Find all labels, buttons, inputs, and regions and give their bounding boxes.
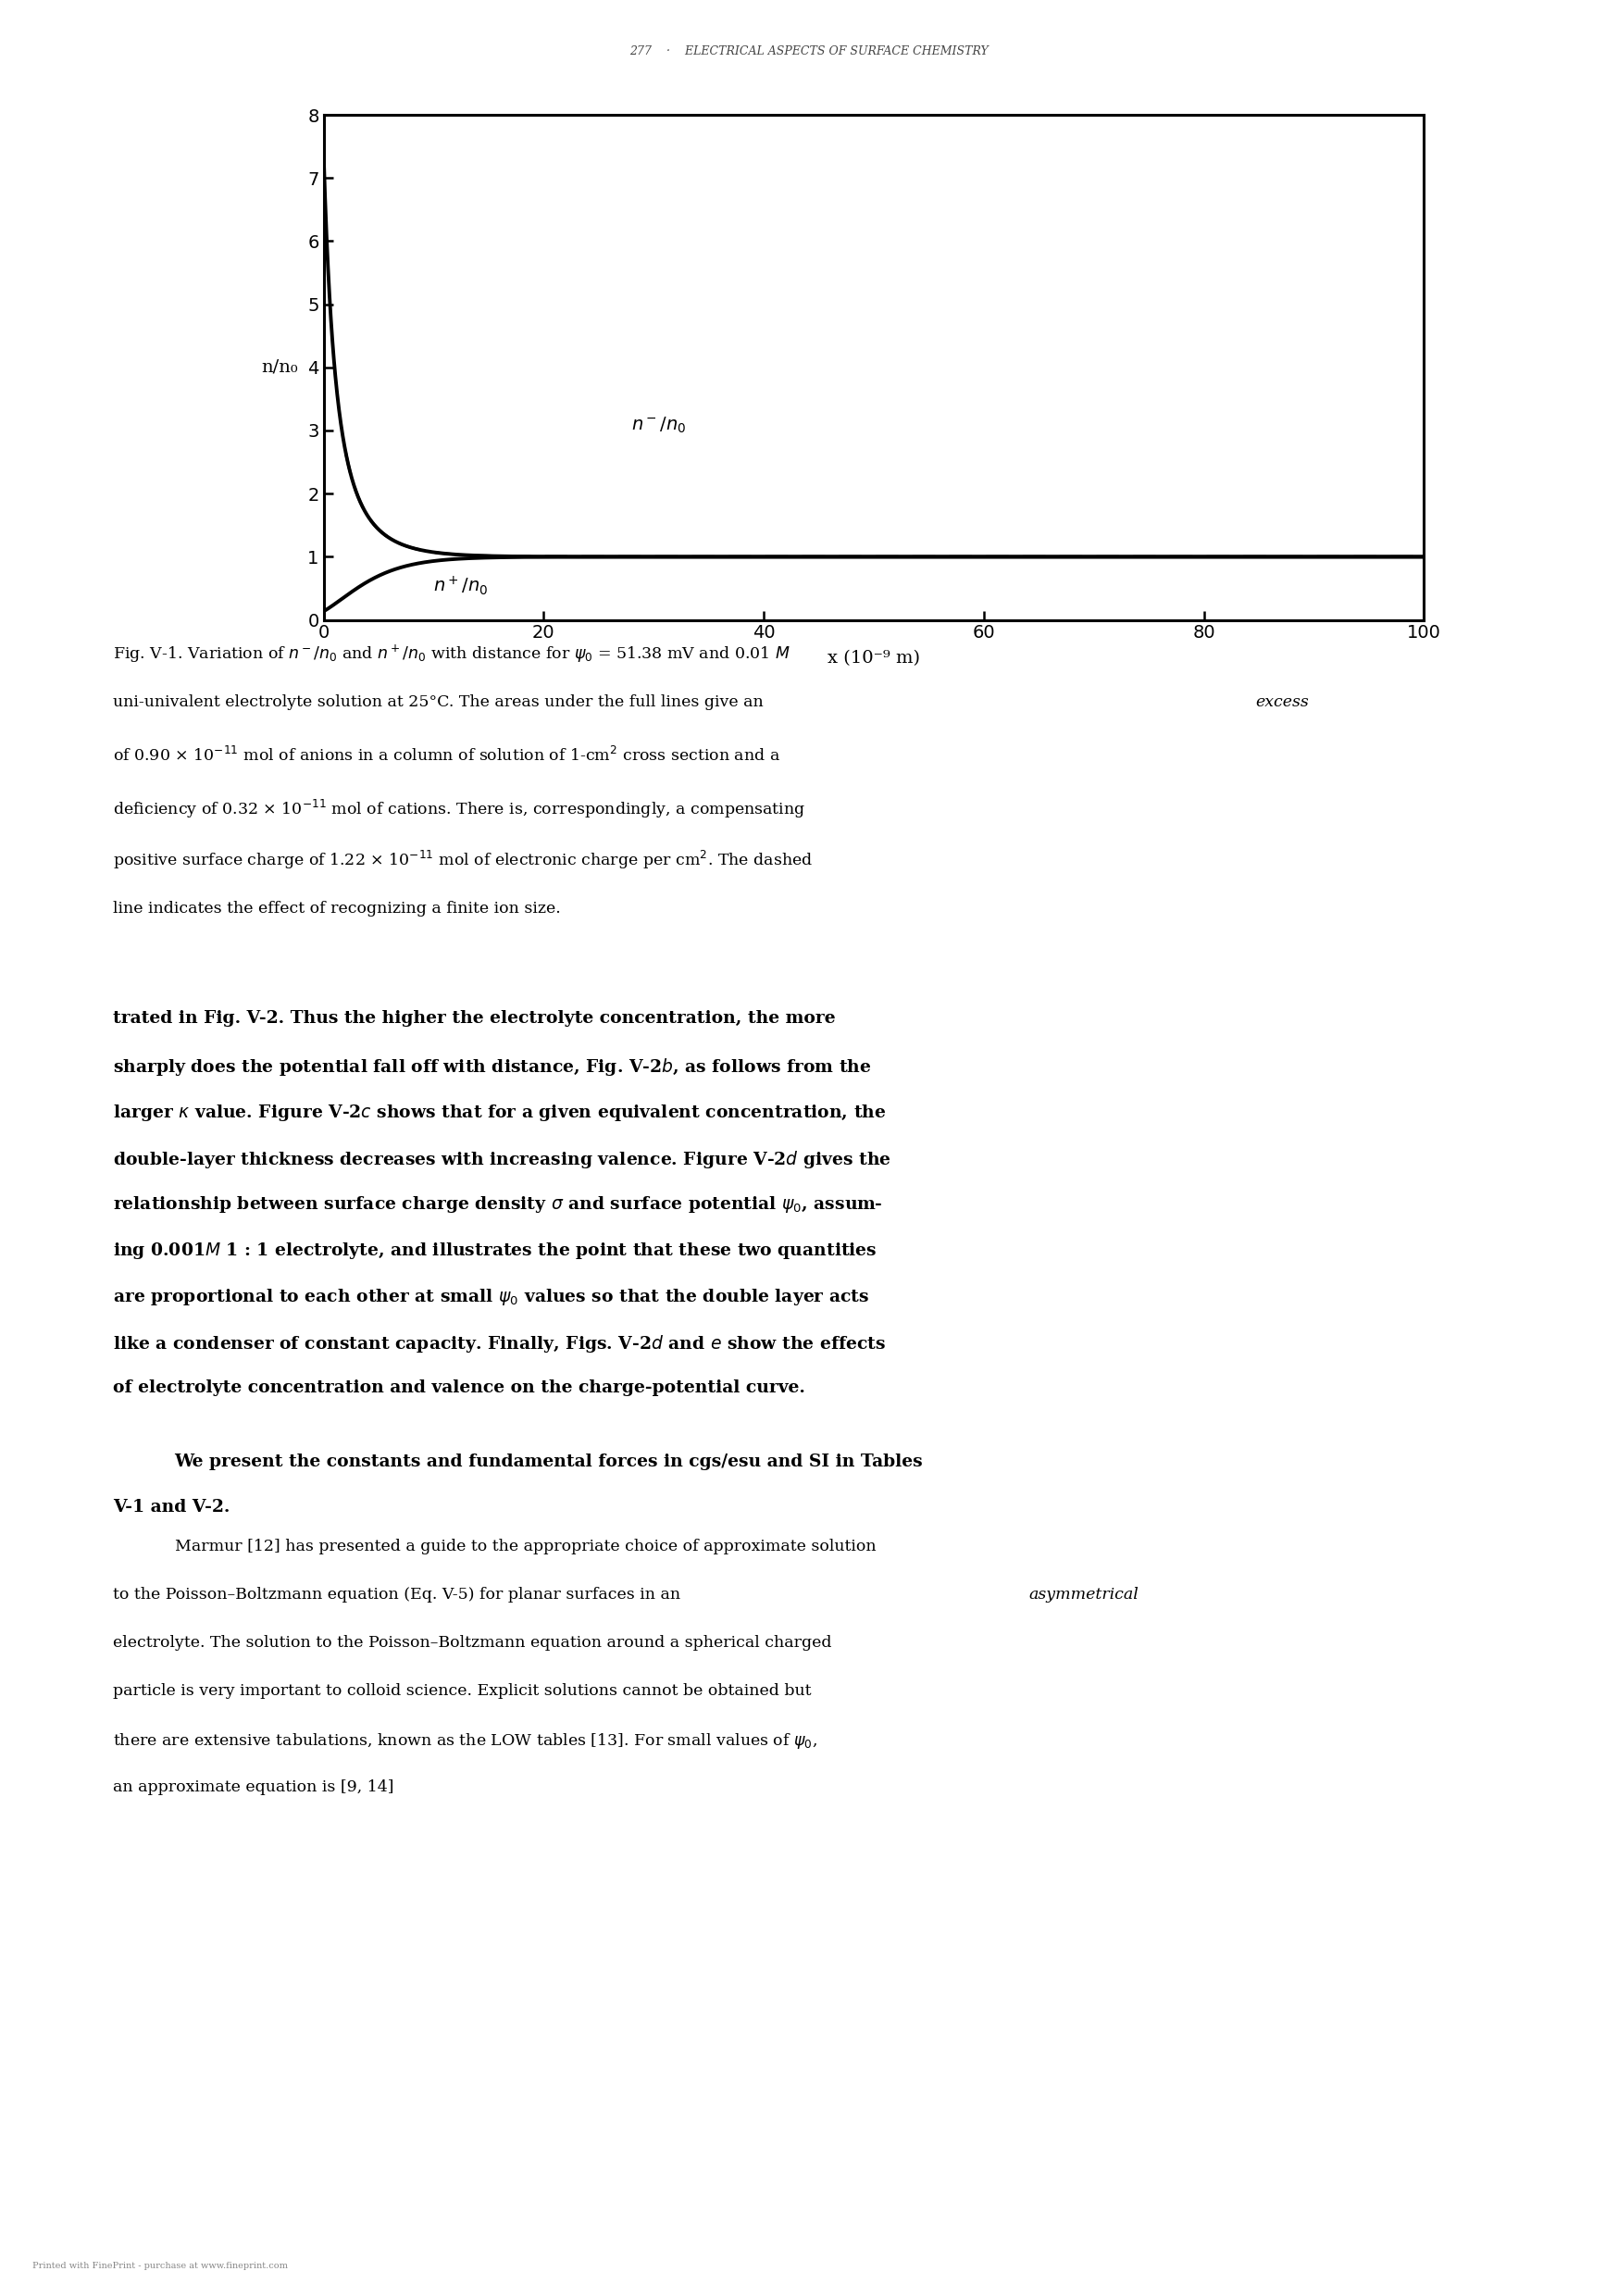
Text: relationship between surface charge density $\sigma$ and surface potential $\psi: relationship between surface charge dens… — [113, 1194, 883, 1215]
Text: line indicates the effect of recognizing a finite ion size.: line indicates the effect of recognizing… — [113, 900, 561, 916]
Text: 277    ·    ELECTRICAL ASPECTS OF SURFACE CHEMISTRY: 277 · ELECTRICAL ASPECTS OF SURFACE CHEM… — [629, 46, 989, 57]
Text: Marmur [12] has presented a guide to the appropriate choice of approximate solut: Marmur [12] has presented a guide to the… — [175, 1538, 875, 1554]
X-axis label: x (10⁻⁹ m): x (10⁻⁹ m) — [827, 650, 921, 666]
Text: Printed with FinePrint - purchase at www.fineprint.com: Printed with FinePrint - purchase at www… — [32, 2262, 288, 2271]
Text: sharply does the potential fall off with distance, Fig. V-2$b$, as follows from : sharply does the potential fall off with… — [113, 1056, 872, 1077]
Y-axis label: n/n₀: n/n₀ — [260, 358, 298, 377]
Text: to the Poisson–Boltzmann equation (Eq. V-5) for planar surfaces in an: to the Poisson–Boltzmann equation (Eq. V… — [113, 1587, 686, 1603]
Text: ing 0.001$M$ 1 : 1 electrolyte, and illustrates the point that these two quantit: ing 0.001$M$ 1 : 1 electrolyte, and illu… — [113, 1240, 877, 1261]
Text: uni-univalent electrolyte solution at 25°C. The areas under the full lines give : uni-univalent electrolyte solution at 25… — [113, 693, 769, 709]
Text: positive surface charge of 1.22 × 10$^{-11}$ mol of electronic charge per cm$^2$: positive surface charge of 1.22 × 10$^{-… — [113, 850, 814, 872]
Text: electrolyte. The solution to the Poisson–Boltzmann equation around a spherical c: electrolyte. The solution to the Poisson… — [113, 1635, 832, 1651]
Text: are proportional to each other at small $\psi_0$ values so that the double layer: are proportional to each other at small … — [113, 1288, 870, 1306]
Text: of electrolyte concentration and valence on the charge-potential curve.: of electrolyte concentration and valence… — [113, 1380, 806, 1396]
Text: of 0.90 × 10$^{-11}$ mol of anions in a column of solution of 1-cm$^2$ cross sec: of 0.90 × 10$^{-11}$ mol of anions in a … — [113, 746, 780, 765]
Text: larger $\kappa$ value. Figure V-2$c$ shows that for a given equivalent concentra: larger $\kappa$ value. Figure V-2$c$ sho… — [113, 1102, 887, 1123]
Text: $n^-/n_0$: $n^-/n_0$ — [631, 416, 686, 436]
Text: $n^+/n_0$: $n^+/n_0$ — [434, 574, 489, 597]
Text: double-layer thickness decreases with increasing valence. Figure V-2$d$ gives th: double-layer thickness decreases with in… — [113, 1148, 892, 1171]
Text: an approximate equation is [9, 14]: an approximate equation is [9, 14] — [113, 1779, 395, 1795]
Text: excess: excess — [1256, 693, 1309, 709]
Text: there are extensive tabulations, known as the LOW tables [13]. For small values : there are extensive tabulations, known a… — [113, 1731, 817, 1750]
Text: particle is very important to colloid science. Explicit solutions cannot be obta: particle is very important to colloid sc… — [113, 1683, 812, 1699]
Text: V-1 and V-2.: V-1 and V-2. — [113, 1499, 230, 1515]
Text: like a condenser of constant capacity. Finally, Figs. V-2$d$ and $e$ show the ef: like a condenser of constant capacity. F… — [113, 1334, 887, 1355]
Text: asymmetrical: asymmetrical — [1029, 1587, 1139, 1603]
Text: We present the constants and fundamental forces in cgs/esu and SI in Tables: We present the constants and fundamental… — [175, 1453, 922, 1469]
Text: Fig. V-1. Variation of $n^-/n_0$ and $n^+/n_0$ with distance for $\psi_0$ = 51.3: Fig. V-1. Variation of $n^-/n_0$ and $n^… — [113, 643, 791, 664]
Text: trated in Fig. V-2. Thus the higher the electrolyte concentration, the more: trated in Fig. V-2. Thus the higher the … — [113, 1010, 837, 1026]
Text: deficiency of 0.32 × 10$^{-11}$ mol of cations. There is, correspondingly, a com: deficiency of 0.32 × 10$^{-11}$ mol of c… — [113, 797, 806, 820]
